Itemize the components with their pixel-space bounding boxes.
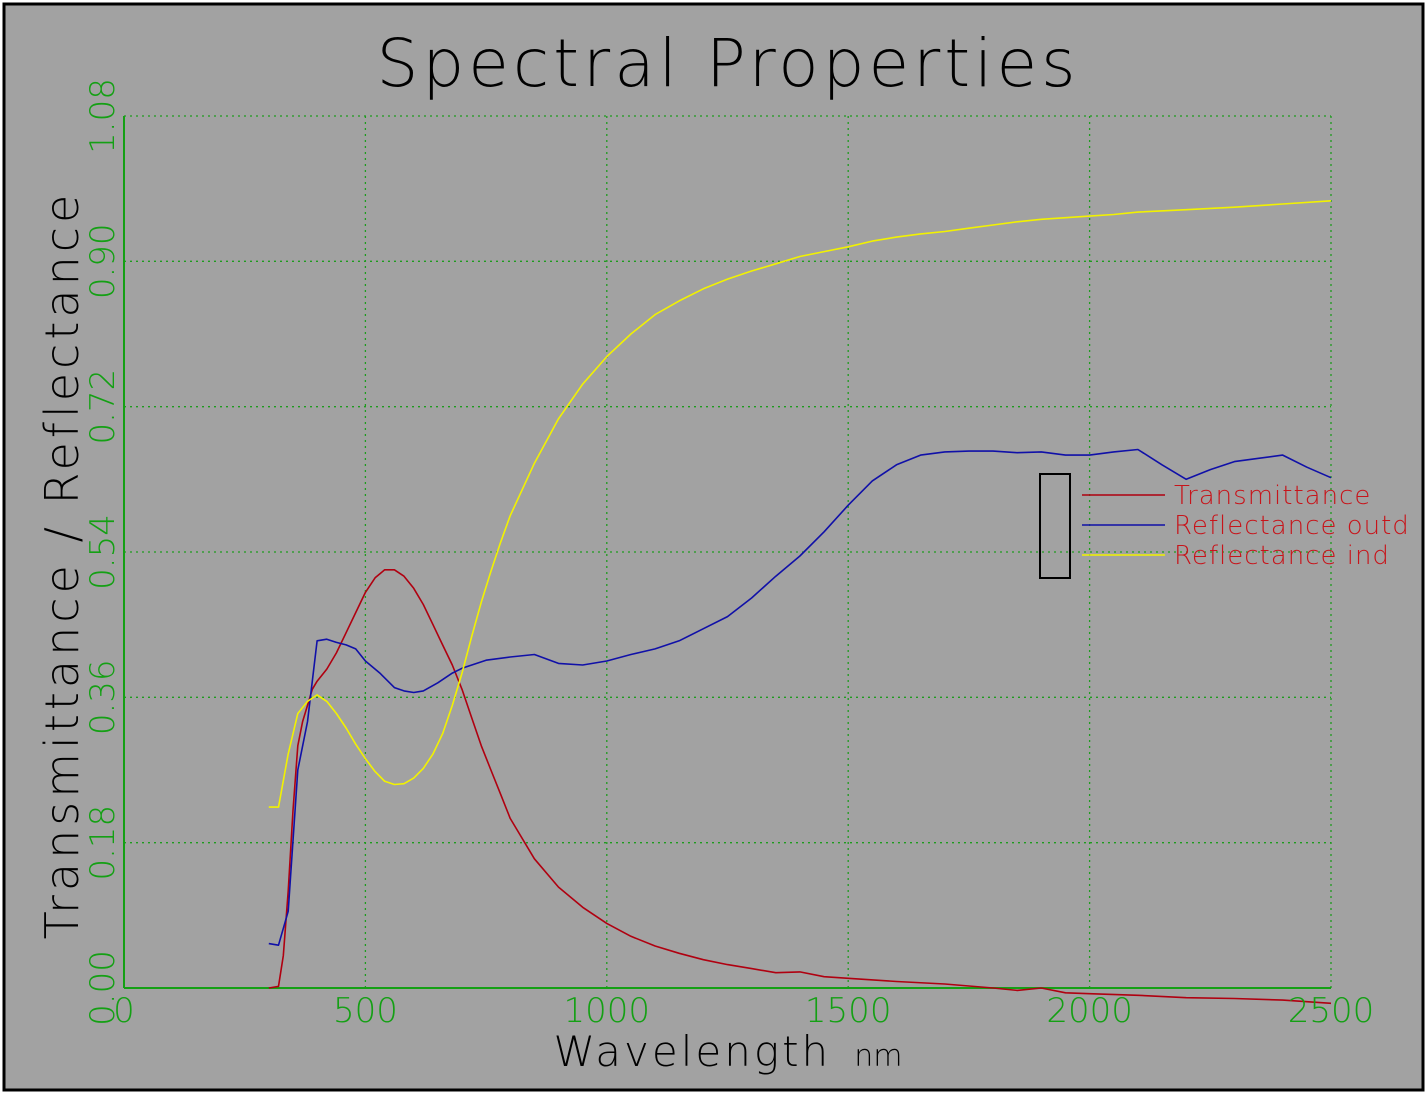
legend-label-reflectance-ind: Reflectance ind	[1174, 541, 1390, 571]
legend-label-reflectance-outd: Reflectance outd	[1174, 511, 1410, 541]
y-axis-title: Transmittance / Reflectance	[35, 191, 89, 940]
y-tick-label-0.90: 0.90	[83, 223, 123, 299]
legend-label-transmittance: Transmittance	[1174, 481, 1371, 511]
x-tick-label-2500: 2500	[1288, 991, 1375, 1031]
chart-title: Spectral Properties	[377, 25, 1080, 102]
legend-box	[1039, 473, 1071, 579]
y-tick-label-1.08: 1.08	[83, 78, 123, 154]
y-tick-label-0.00: 0.00	[83, 950, 123, 1026]
grid-layer	[124, 115, 1332, 988]
x-tick-label-0: 0	[113, 991, 135, 1031]
x-axis-label: Wavelength	[553, 1027, 831, 1076]
y-tick-label-0.72: 0.72	[83, 369, 123, 445]
x-tick-label-500: 500	[333, 991, 398, 1031]
series-layer	[268, 200, 1332, 1005]
x-tick-label-1000: 1000	[564, 991, 651, 1031]
x-axis-unit: nm	[854, 1039, 902, 1074]
legend: Transmittance Reflectance outd Reflectan…	[1039, 473, 1410, 579]
series-line-reflectance-ind	[268, 200, 1332, 808]
x-tick-label-2000: 2000	[1046, 991, 1133, 1031]
y-tick-label-0.54: 0.54	[83, 514, 123, 590]
tick-labels-layer: 0 500 1000 1500 2000 2500 0.00 0.18 0.36 0.54 0.72…	[83, 78, 1374, 1031]
series-line-transmittance	[268, 568, 1332, 1005]
y-tick-label-0.18: 0.18	[83, 805, 123, 881]
x-tick-label-1500: 1500	[805, 991, 892, 1031]
series-line-reflectance-outd	[268, 448, 1332, 947]
y-tick-label-0.36: 0.36	[83, 659, 123, 735]
x-axis-title: Wavelength nm	[553, 1027, 902, 1076]
axes-layer	[123, 116, 1331, 989]
